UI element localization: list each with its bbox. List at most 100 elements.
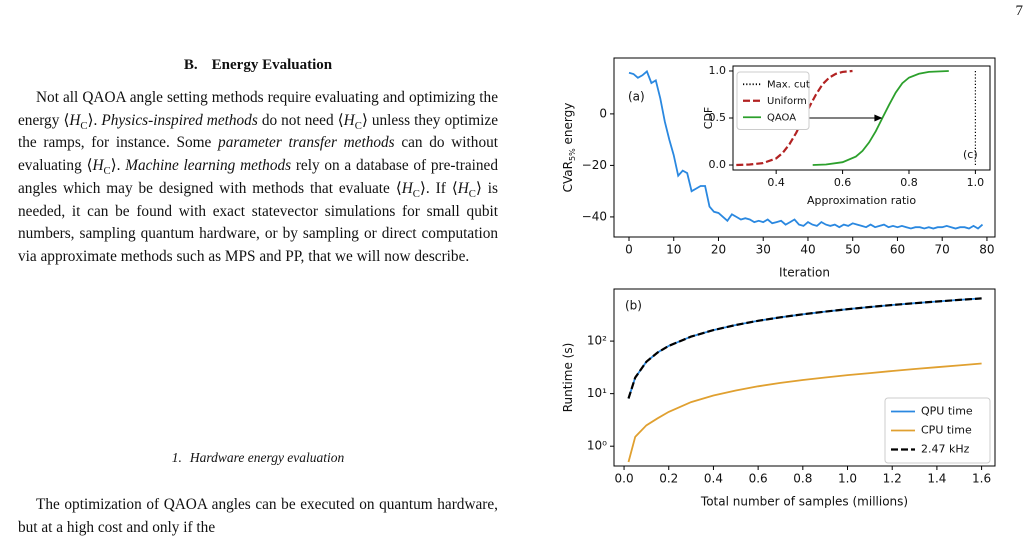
subsection-heading: 1. Hardware energy evaluation bbox=[18, 450, 498, 466]
series-line bbox=[628, 69, 984, 230]
math-subscript: C bbox=[412, 187, 420, 200]
x-tick-label: 70 bbox=[935, 243, 950, 257]
series-line bbox=[627, 297, 982, 399]
paragraph: Not all QAOA angle setting methods requi… bbox=[18, 87, 498, 269]
legend-label: 2.47 kHz bbox=[921, 443, 970, 456]
y-axis-label: CVaR5% energy bbox=[561, 103, 578, 193]
italic-run: parameter transfer methods bbox=[218, 134, 395, 152]
axes-frame bbox=[613, 288, 996, 467]
legend-label: Uniform bbox=[767, 96, 807, 107]
y-axis-label: CDF bbox=[702, 107, 715, 129]
text-run: ⟩. bbox=[110, 157, 126, 175]
y-label-run: CVaR bbox=[561, 161, 575, 192]
x-tick-label: 30 bbox=[756, 243, 771, 257]
y-label-run: Runtime (s) bbox=[561, 343, 575, 413]
math-subscript: C bbox=[354, 119, 362, 132]
x-tick-label: 0.4 bbox=[767, 176, 785, 189]
panel-label: (a) bbox=[628, 90, 645, 104]
section-number: B. bbox=[183, 57, 198, 73]
y-tick-label: 0.0 bbox=[709, 158, 727, 171]
math: HC bbox=[69, 111, 88, 132]
x-tick-label: 40 bbox=[800, 243, 815, 257]
text-run: can do without evaluating ⟨ bbox=[18, 134, 499, 175]
x-tick-label: 1.0 bbox=[838, 472, 857, 486]
series-line bbox=[627, 362, 982, 463]
subsection-number: 1. bbox=[171, 450, 182, 465]
math-subscript: C bbox=[80, 119, 88, 132]
x-tick-label: 10 bbox=[666, 243, 681, 257]
x-axis-label: Iteration bbox=[779, 266, 830, 280]
math-subscript: C bbox=[468, 187, 476, 200]
y-axis-label: Runtime (s) bbox=[561, 343, 575, 413]
y-tick-label: 10⁰ bbox=[587, 439, 607, 453]
x-tick-label: 1.0 bbox=[967, 176, 985, 189]
x-tick-label: 1.6 bbox=[972, 472, 991, 486]
section-title: Energy Evaluation bbox=[211, 57, 333, 73]
x-tick-label: 0.2 bbox=[659, 472, 678, 486]
x-tick-label: 60 bbox=[890, 243, 905, 257]
x-tick-label: 0.4 bbox=[704, 472, 723, 486]
y-tick-label: 0 bbox=[599, 106, 607, 120]
y-tick-label: 1.0 bbox=[709, 64, 727, 77]
math-symbol: H bbox=[343, 111, 355, 129]
math: HC bbox=[92, 157, 111, 178]
subsection-title: Hardware energy evaluation bbox=[189, 450, 345, 465]
math-symbol: H bbox=[92, 157, 104, 175]
math-symbol: H bbox=[401, 179, 413, 197]
arrow-head bbox=[874, 114, 883, 122]
italic-run: Physics-inspired methods bbox=[101, 111, 258, 129]
text-run: ⟩. bbox=[87, 111, 102, 129]
text-run: ⟩ is needed, it can be found with exact … bbox=[18, 179, 498, 265]
axes-frame bbox=[613, 57, 996, 238]
text-run: do not need ⟨ bbox=[257, 111, 344, 129]
y-label-subscript: 5% bbox=[568, 148, 577, 161]
series-line bbox=[627, 297, 982, 399]
math-symbol: H bbox=[457, 179, 469, 197]
y-tick-label: −40 bbox=[582, 209, 607, 223]
x-tick-label: 1.4 bbox=[927, 472, 946, 486]
y-tick-label: 0.5 bbox=[709, 111, 727, 124]
series-line bbox=[736, 69, 853, 167]
panel-label: (b) bbox=[625, 299, 642, 313]
math-subscript: C bbox=[103, 165, 111, 178]
x-tick-label: 1.2 bbox=[883, 472, 902, 486]
x-tick-label: 50 bbox=[845, 243, 860, 257]
x-axis-label: Approximation ratio bbox=[807, 194, 916, 207]
legend-label: QPU time bbox=[921, 405, 973, 418]
text-run: ⟩. If ⟨ bbox=[419, 179, 458, 197]
x-tick-label: 80 bbox=[979, 243, 994, 257]
y-tick-label: 10² bbox=[587, 334, 607, 348]
text-run: ⟩ unless they optimize the ramps, for in… bbox=[18, 111, 498, 152]
math: HC bbox=[343, 111, 362, 132]
y-tick-label: −20 bbox=[582, 158, 607, 172]
axes-frame bbox=[732, 65, 991, 171]
y-label-run: energy bbox=[561, 103, 575, 149]
x-tick-label: 0.0 bbox=[615, 472, 634, 486]
page-number: 7 bbox=[1015, 3, 1024, 19]
math-symbol: H bbox=[69, 111, 81, 129]
x-axis-label: Total number of samples (millions) bbox=[700, 495, 908, 509]
x-tick-label: 0.8 bbox=[793, 472, 812, 486]
x-tick-label: 0.6 bbox=[749, 472, 768, 486]
legend-label: Max. cut bbox=[767, 79, 810, 90]
math: HC bbox=[401, 179, 420, 200]
legend-box bbox=[884, 397, 991, 464]
math: HC bbox=[457, 179, 476, 200]
text-run: Not all QAOA angle setting methods requi… bbox=[18, 89, 498, 129]
legend-label: CPU time bbox=[921, 424, 972, 437]
legend-label: QAOA bbox=[767, 112, 796, 123]
paragraph: The optimization of QAOA angles can be e… bbox=[18, 494, 498, 539]
section-heading: B. Energy Evaluation bbox=[18, 57, 498, 74]
y-label-run: CDF bbox=[702, 107, 715, 129]
italic-run: Machine learning methods bbox=[125, 157, 292, 175]
x-tick-label: 0 bbox=[625, 243, 633, 257]
legend-box bbox=[736, 71, 810, 130]
x-tick-label: 0.6 bbox=[834, 176, 852, 189]
text-run: The optimization of QAOA angles can be e… bbox=[18, 496, 498, 536]
text-run: rely on a database of pre-trained angles… bbox=[18, 157, 498, 197]
x-tick-label: 20 bbox=[711, 243, 726, 257]
panel-label: (c) bbox=[963, 148, 978, 161]
